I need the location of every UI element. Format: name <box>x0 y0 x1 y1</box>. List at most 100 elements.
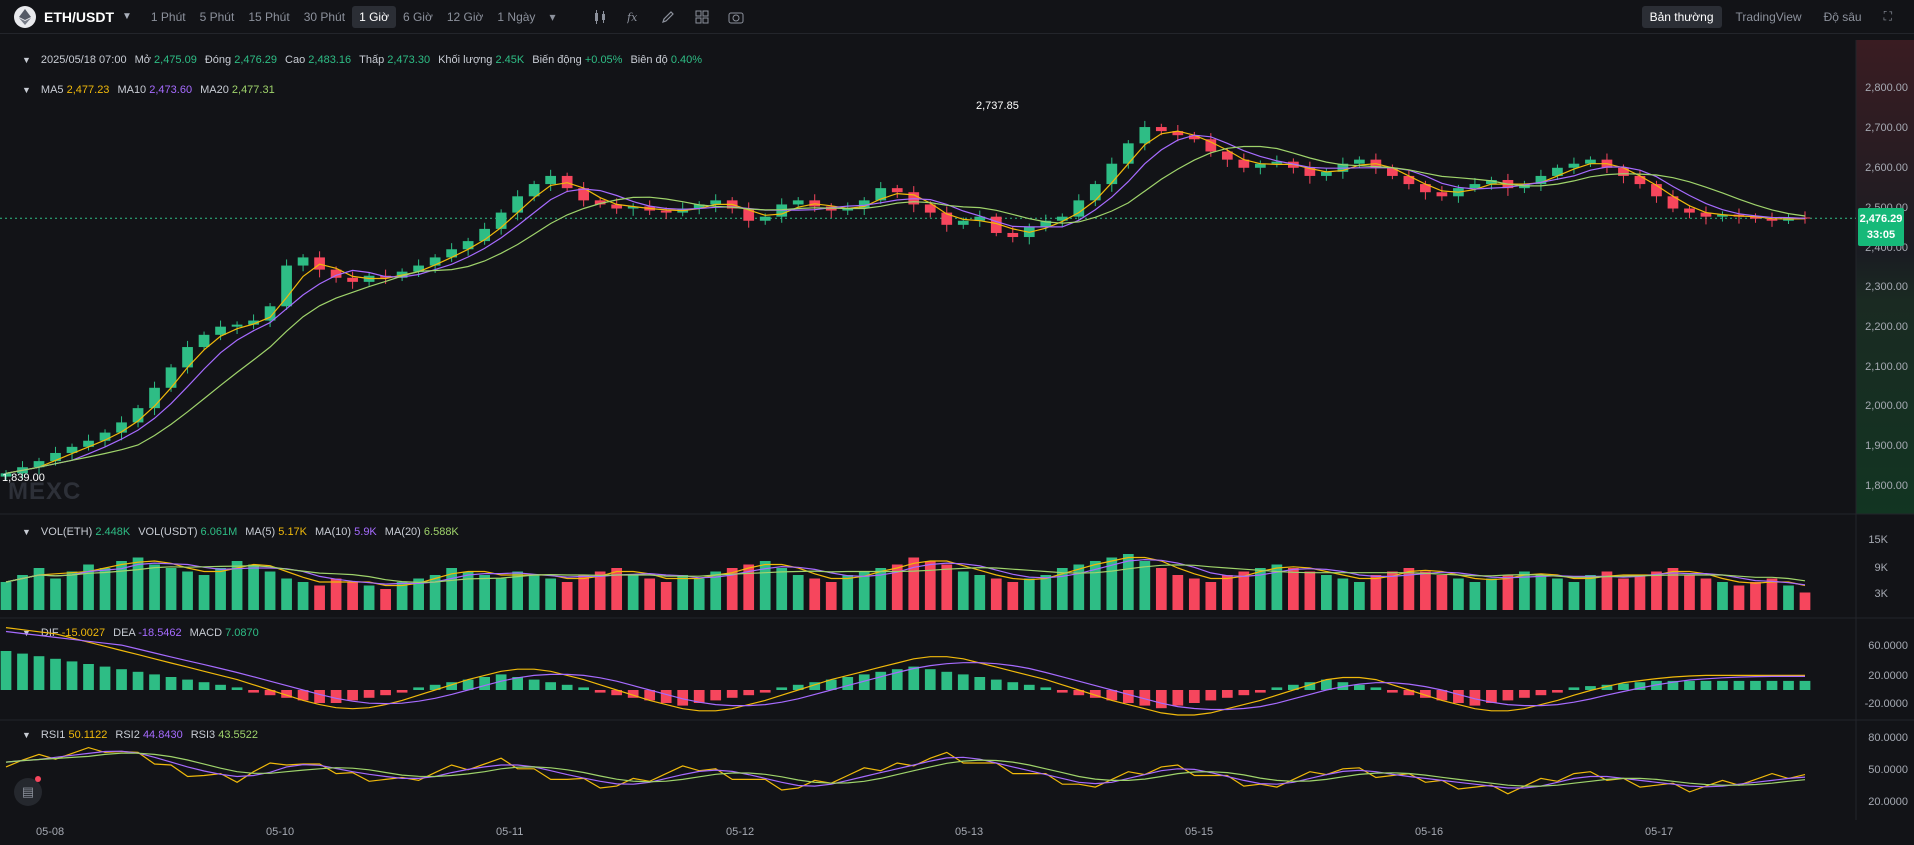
candle-body <box>792 200 804 205</box>
macd-bar <box>1139 690 1151 706</box>
chart-tools: fx <box>592 9 744 25</box>
volume-bar <box>957 571 969 610</box>
high-label: Cao <box>285 54 306 66</box>
tab-timeframe-6h[interactable]: 6 Giờ <box>402 9 433 24</box>
rsi-tick: 20.0000 <box>1868 796 1908 808</box>
macd-bar <box>743 690 755 696</box>
volume-bar <box>792 575 804 610</box>
volume-bar <box>891 564 903 610</box>
indicator-icon[interactable]: fx <box>626 9 642 25</box>
macd-bar <box>132 671 144 690</box>
macd-bar <box>512 677 524 690</box>
macd-bar <box>1321 679 1332 690</box>
tab-timeframe-1h[interactable]: 1 Giờ <box>352 5 396 28</box>
candle-body <box>1486 180 1497 185</box>
candle-body <box>495 212 507 229</box>
candle-body <box>1254 163 1266 168</box>
tab-timeframe-1m[interactable]: 1 Phút <box>150 9 186 24</box>
volume-bar <box>1271 564 1283 610</box>
candle-body <box>1073 200 1085 217</box>
collapse-chevron-icon[interactable]: ▼ <box>22 55 31 65</box>
volume-bar <box>1354 582 1365 610</box>
macd-bar <box>149 674 160 690</box>
collapse-chevron-icon[interactable]: ▼ <box>22 85 31 95</box>
candle-body <box>1667 196 1679 209</box>
rsi3-label: RSI3 <box>190 729 216 741</box>
high-value: 2,483.16 <box>308 54 352 66</box>
camera-screenshot-icon[interactable] <box>728 9 744 25</box>
volume-bar <box>17 575 28 610</box>
candle-body <box>1420 184 1431 193</box>
candle-type-icon[interactable] <box>592 9 608 25</box>
candle-body <box>99 432 111 441</box>
volume-bar <box>1502 575 1514 610</box>
volume-bar <box>495 578 507 610</box>
collapse-chevron-icon[interactable]: ▼ <box>22 527 31 537</box>
macd-bar <box>908 666 920 690</box>
volume-bar <box>1321 575 1332 610</box>
fullscreen-icon[interactable]: ⛶ <box>1883 9 1892 23</box>
macd-bar <box>974 677 986 690</box>
tab-view-depth[interactable]: Độ sâu <box>1823 9 1862 24</box>
tab-timeframe-12h[interactable]: 12 Giờ <box>446 9 484 24</box>
collapse-chevron-icon[interactable]: ▼ <box>22 730 31 740</box>
timeframe-more-chevron-icon[interactable]: ▾ <box>549 9 556 24</box>
vol-usdt-label: VOL(USDT) <box>138 526 198 538</box>
price-tick: 2,200.00 <box>1865 321 1908 333</box>
tab-view-basic[interactable]: Bản thường <box>1641 5 1722 28</box>
macd-tick: -20.0000 <box>1864 698 1908 710</box>
candle-body <box>693 204 705 209</box>
candle-body <box>330 269 342 278</box>
tab-timeframe-1d[interactable]: 1 Ngày <box>497 9 536 24</box>
candle-body <box>990 216 1002 233</box>
candle-body <box>1403 175 1415 185</box>
high-marker: 2,737.85 <box>976 100 1019 112</box>
macd-bar <box>330 690 342 703</box>
volume-bar <box>1238 571 1250 610</box>
collapse-chevron-icon[interactable]: ▼ <box>22 628 31 638</box>
volume-bar <box>1519 571 1530 610</box>
dea-value: -18.5462 <box>138 627 182 639</box>
candle-body <box>924 204 936 213</box>
macd-bar <box>693 690 705 703</box>
current-price-tag: 2,476.29 33:05 <box>1858 208 1904 246</box>
tab-timeframe-30m[interactable]: 30 Phút <box>303 9 346 24</box>
macd-bar <box>297 690 309 701</box>
tab-timeframe-5m[interactable]: 5 Phút <box>199 9 235 24</box>
macd-bar <box>759 690 771 693</box>
calendar-icon[interactable]: ▤ <box>14 778 42 806</box>
low-marker-value: 1,839.00 <box>2 472 45 484</box>
tab-view-tradingview[interactable]: TradingView <box>1735 9 1802 24</box>
tab-timeframe-15m[interactable]: 15 Phút <box>248 9 290 24</box>
ma5-line <box>5 130 1806 474</box>
macd-bar <box>1007 682 1019 690</box>
volume-bar <box>1535 575 1547 610</box>
volume-bar <box>974 575 986 610</box>
volume-bar <box>1040 575 1052 610</box>
candle-body <box>264 306 276 321</box>
macd-bar <box>479 677 490 690</box>
candle-body <box>743 208 755 221</box>
candle-body <box>347 277 358 282</box>
macd-bar <box>1552 690 1563 693</box>
volume-bar <box>1155 568 1167 610</box>
macd-bar <box>644 690 656 701</box>
pencil-draw-icon[interactable] <box>660 9 676 25</box>
macd-bar <box>1106 690 1118 701</box>
volume-label: Khối lượng <box>438 54 493 66</box>
volume-bar <box>1700 578 1712 610</box>
ohlc-legend: ▼ 2025/05/18 07:00 Mở 2,475.09 Đóng 2,47… <box>22 54 702 66</box>
pair-name[interactable]: ETH/USDT <box>44 8 114 25</box>
candle-body <box>1089 184 1101 201</box>
candle-body <box>198 334 210 348</box>
volume-bar <box>314 585 325 610</box>
volume-bar <box>627 575 639 610</box>
layout-grid-icon[interactable] <box>694 9 710 25</box>
chevron-down-icon[interactable]: ▼ <box>122 11 132 22</box>
macd-bar <box>1073 690 1085 696</box>
candle-body <box>1469 184 1481 189</box>
macd-bar <box>792 684 804 690</box>
volume-bar <box>363 585 375 610</box>
macd-bar <box>446 682 457 690</box>
